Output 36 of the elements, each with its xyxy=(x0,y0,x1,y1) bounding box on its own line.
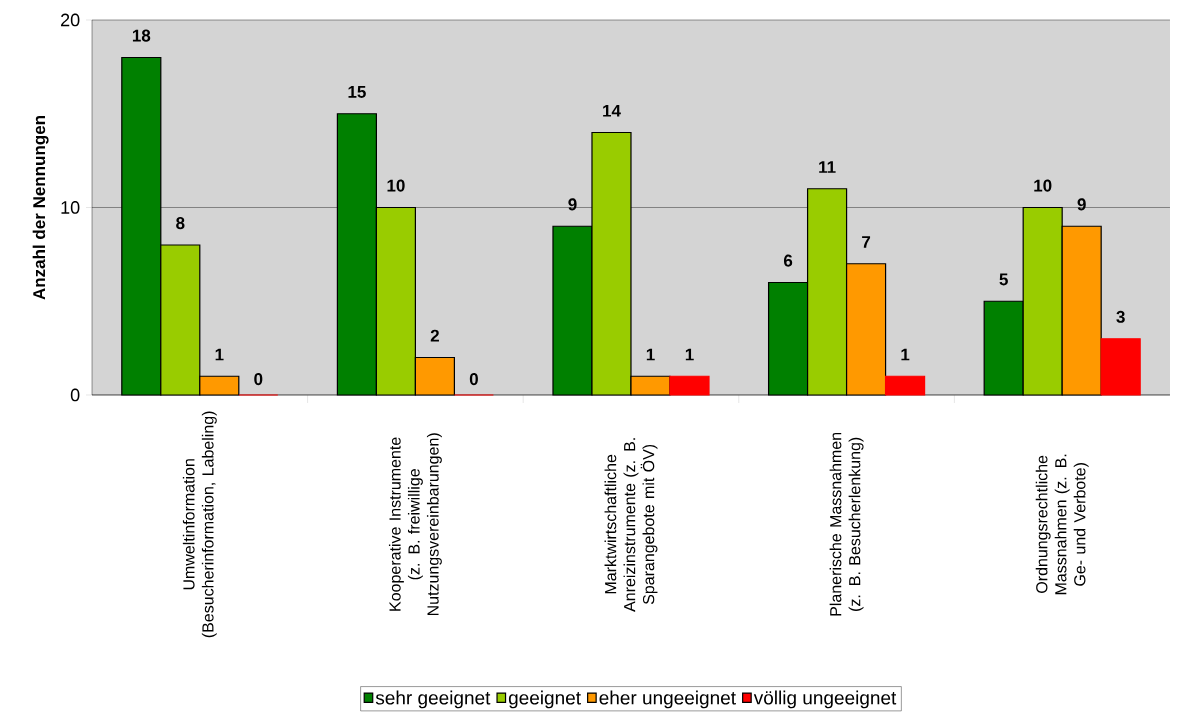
data-label: 10 xyxy=(1034,179,1052,192)
data-label: 9 xyxy=(568,198,577,211)
data-label: 1 xyxy=(901,348,910,361)
data-label: 18 xyxy=(132,29,151,42)
x-tick-label: Ordnungsrechtliche Massnahmen (z. B. Ge- und Verbote) xyxy=(1035,454,1089,595)
data-label: 0 xyxy=(254,373,263,386)
legend-label: geeignet xyxy=(508,690,581,709)
data-label: 0 xyxy=(469,373,478,386)
data-label: 1 xyxy=(215,348,224,361)
data-label: 1 xyxy=(646,348,655,361)
data-label: 3 xyxy=(1116,310,1125,323)
y-tick-label: 10 xyxy=(61,201,80,214)
bar xyxy=(884,375,926,396)
data-label: 6 xyxy=(783,254,793,267)
data-label: 10 xyxy=(387,179,405,192)
data-label: 15 xyxy=(348,86,366,98)
y-tick-label: 20 xyxy=(61,13,80,27)
legend-label: völlig ungeeignet xyxy=(753,690,897,709)
x-tick-label: Marktwirtschaftliche Anreizinstrumente (z. B. Sparangebote mit ÖV) xyxy=(604,438,658,612)
data-label: 14 xyxy=(603,104,621,117)
legend-label: eher ungeeignet xyxy=(599,690,736,709)
y-axis-title: Anzahl der Nennungen xyxy=(32,115,49,300)
data-label: 7 xyxy=(862,236,871,248)
data-label: 11 xyxy=(819,161,836,173)
data-label: 9 xyxy=(1077,198,1086,211)
data-label: 8 xyxy=(176,217,185,230)
bar xyxy=(1100,338,1141,396)
data-label: 5 xyxy=(999,273,1008,286)
legend-label: sehr geeignet xyxy=(375,690,491,709)
bar xyxy=(669,375,710,396)
data-label: 1 xyxy=(685,348,694,361)
x-tick-label: Umweltinformation (Besucherinformation, Labeling) xyxy=(182,411,217,638)
x-tick-label: Planerische Massnahmen (z. B. Besucherlenkung) xyxy=(829,432,864,616)
y-tick-label: 0 xyxy=(70,388,80,402)
data-label: 2 xyxy=(430,329,439,342)
x-tick-label: Kooperative Instrumente (z. B. freiwillige Nutzungsvereinbarungen) xyxy=(388,433,442,616)
